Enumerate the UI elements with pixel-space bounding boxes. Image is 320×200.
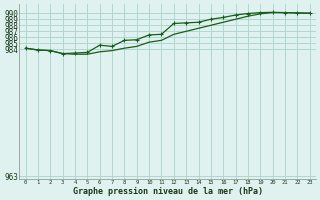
X-axis label: Graphe pression niveau de la mer (hPa): Graphe pression niveau de la mer (hPa) (73, 187, 263, 196)
